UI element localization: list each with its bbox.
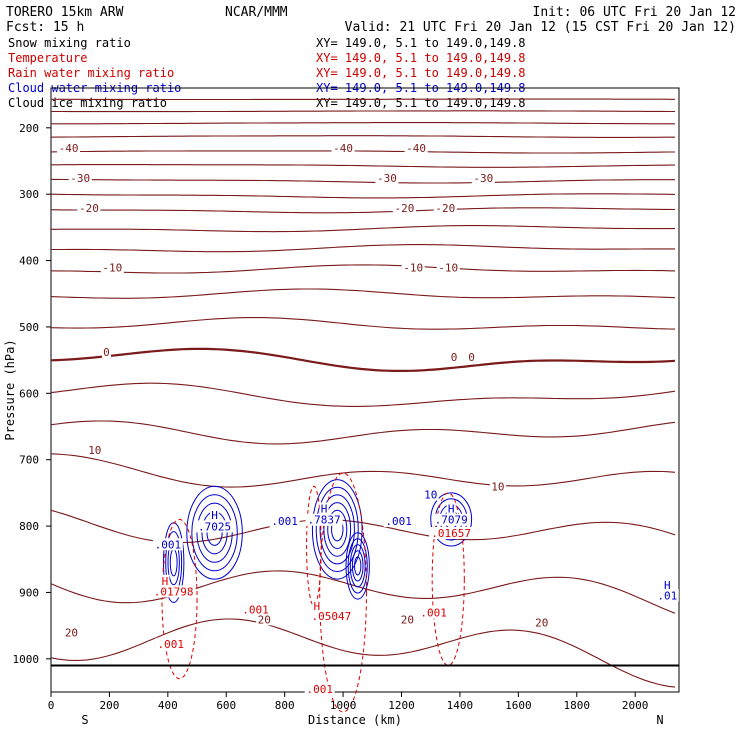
rain-label: .001 [158, 638, 185, 651]
temperature-label: 10 [491, 481, 504, 494]
legend-label-snow: Snow mixing ratio [8, 36, 131, 50]
legend-xy-rain: XY= 149.0, 5.1 to 149.0,149.8 [316, 66, 526, 80]
rain-label: .001 [420, 607, 447, 620]
isotherm-line [51, 111, 675, 112]
rain-label: .001 [306, 683, 333, 696]
rain-label: .001 [242, 603, 269, 616]
temperature-label: 0 [103, 346, 110, 359]
temperature-label: 20 [535, 617, 548, 630]
temperature-label: -10 [438, 262, 458, 275]
y-tick-label: 400 [19, 255, 39, 268]
temperature-label: -30 [473, 172, 493, 185]
end-label-left: S [81, 713, 88, 727]
y-tick-label: 300 [19, 188, 39, 201]
temperature-label: 0 [451, 351, 458, 364]
cloud-water-contour [170, 549, 177, 576]
rain-label: .01657 [431, 527, 471, 540]
isotherm-line [51, 226, 675, 232]
legend-label-temperature: Temperature [8, 51, 87, 65]
temperature-label: -40 [406, 142, 426, 155]
isotherm-line [51, 421, 675, 444]
temperature-label: -20 [79, 202, 99, 215]
rain-label: .05047 [312, 610, 352, 623]
x-tick-label: 0 [48, 699, 55, 712]
isotherm-line [51, 179, 675, 183]
temperature-label: -30 [70, 172, 90, 185]
legend-label-cloud-ice: Cloud ice mixing ratio [8, 96, 167, 110]
cloud-water-label: .001 [385, 515, 412, 528]
end-label-right: N [656, 713, 663, 727]
cloud-water-label: .01 [657, 589, 677, 602]
isotherm-line [51, 571, 675, 613]
cloud-water-label: .7025 [198, 520, 231, 533]
temperature-label: -10 [102, 262, 122, 275]
isotherm-line [51, 194, 675, 198]
temperature-label: -20 [394, 202, 414, 215]
temperature-label: -30 [377, 172, 397, 185]
rain-contours [162, 473, 464, 712]
temperature-label: 0 [468, 351, 475, 364]
cloud-water-contour [355, 557, 361, 575]
cloud-water-label: 10 [424, 489, 437, 502]
y-tick-label: 500 [19, 321, 39, 334]
isotherm-line [51, 265, 675, 273]
cloud-water-label: .7079 [435, 514, 468, 527]
header-valid: Valid: 21 UTC Fri 20 Jan 12 (15 CST Fri … [345, 20, 736, 35]
isotherm-line [51, 383, 675, 406]
header-init: Init: 06 UTC Fri 20 Jan 12 [533, 5, 737, 20]
y-tick-label: 200 [19, 122, 39, 135]
x-tick-label: 1200 [388, 699, 415, 712]
rain-label: .01798 [154, 585, 194, 598]
y-tick-label: 1000 [13, 653, 40, 666]
y-tick-label: 800 [19, 520, 39, 533]
header-model: TORERO 15km ARW [6, 5, 124, 20]
isotherm-line [51, 289, 675, 298]
legend-xy-cloud-ice: XY= 149.0, 5.1 to 149.0,149.8 [316, 96, 526, 110]
legend-label-rain: Rain water mixing ratio [8, 66, 174, 80]
isotherm-line [51, 165, 675, 168]
header-fcst: Fcst: 15 h [6, 20, 84, 35]
isotherm-line [51, 619, 675, 687]
x-axis-title: Distance (km) [308, 713, 402, 727]
cloud-water-label: .001 [155, 538, 182, 551]
legend-xy-snow: XY= 149.0, 5.1 to 149.0,149.8 [316, 36, 526, 50]
temperature-label: 20 [401, 613, 414, 626]
isotherm-line [51, 349, 675, 371]
x-tick-label: 600 [216, 699, 236, 712]
isotherm-line [51, 208, 675, 213]
isotherm-line [51, 454, 675, 487]
cloud-water-label: .001 [271, 515, 298, 528]
x-tick-label: 1600 [505, 699, 532, 712]
isotherm-line [51, 245, 675, 252]
y-tick-label: 900 [19, 586, 39, 599]
temperature-label: -40 [333, 142, 353, 155]
cloud-water-label: .7837 [308, 514, 341, 527]
temperature-label: -20 [435, 202, 455, 215]
temperature-label: -40 [59, 142, 79, 155]
y-axis-title: Pressure (hPa) [3, 339, 17, 440]
isotherm-line [51, 318, 675, 330]
header-org: NCAR/MMM [225, 5, 288, 20]
cloud-water-contour [316, 487, 358, 571]
y-tick-label: 700 [19, 454, 39, 467]
temperature-label: -10 [403, 262, 423, 275]
isotherm-line [51, 151, 675, 153]
x-tick-label: 1800 [564, 699, 591, 712]
x-tick-label: 1000 [330, 699, 357, 712]
temperature-label: 20 [65, 627, 78, 640]
legend-xy-temperature: XY= 149.0, 5.1 to 149.0,149.8 [316, 51, 526, 65]
isotherm-line [51, 136, 675, 138]
isotherm-lines [51, 99, 675, 687]
x-tick-label: 800 [275, 699, 295, 712]
x-tick-label: 1400 [447, 699, 474, 712]
isotherm-line [51, 123, 675, 124]
y-tick-label: 600 [19, 387, 39, 400]
x-tick-label: 200 [99, 699, 119, 712]
temperature-label: 10 [88, 444, 101, 457]
x-tick-label: 400 [158, 699, 178, 712]
x-tick-label: 2000 [622, 699, 649, 712]
